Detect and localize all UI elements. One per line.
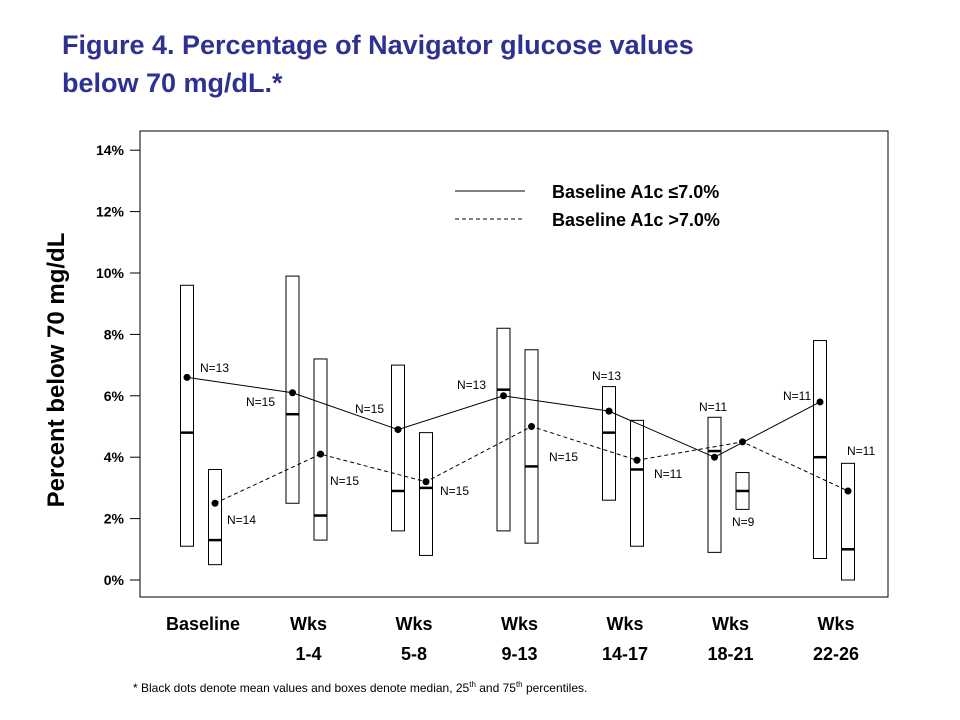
box-iqr (707, 416, 722, 553)
n-count-label: N=15 (355, 402, 384, 416)
box-iqr (419, 432, 433, 556)
footnote-text-3: percentiles. (522, 681, 588, 695)
x-tick-label: Baseline (166, 614, 240, 634)
n-count-label: N=11 (699, 400, 727, 414)
box-iqr (313, 358, 328, 541)
n-count-label: N=13 (200, 361, 229, 375)
n-count-label: N=11 (654, 467, 682, 481)
y-tick-label: 10% (96, 265, 125, 281)
footnote-text-1: * Black dots denote mean values and boxe… (133, 681, 470, 695)
box-iqr (602, 386, 616, 501)
x-tick-label: Wks (606, 614, 643, 634)
mean-dot (422, 478, 430, 486)
mean-dot (289, 389, 296, 397)
y-tick-label: 6% (104, 388, 125, 404)
x-tick-label: Wks (501, 614, 538, 634)
mean-dot (711, 453, 718, 461)
y-tick-label: 2% (104, 511, 125, 527)
n-count-label: N=13 (592, 369, 621, 383)
y-tick-label: 0% (104, 572, 125, 588)
box-iqr (391, 364, 405, 532)
chart-title-line-1: Figure 4. Percentage of Navigator glucos… (62, 30, 694, 60)
y-tick-label: 14% (96, 142, 125, 158)
x-tick-label: 14-17 (602, 644, 648, 664)
footnote-sup-2: th (515, 680, 523, 689)
x-tick-label: Wks (817, 614, 854, 634)
mean-dot (394, 426, 402, 434)
mean-dot (633, 456, 641, 464)
mean-dot (844, 487, 852, 495)
mean-dot (605, 407, 613, 415)
footnote-text-2: and 75 (475, 681, 516, 695)
x-tick-label: 18-21 (707, 644, 753, 664)
mean-dot (739, 438, 746, 446)
box-iqr (208, 468, 222, 566)
box-iqr (841, 462, 855, 581)
y-tick-label: 4% (104, 449, 125, 465)
y-axis-label: Percent below 70 mg/dL (43, 233, 70, 508)
chart-title: Figure 4. Percentage of Navigator glucos… (62, 26, 922, 102)
y-tick-label: 8% (104, 326, 125, 342)
box-iqr (524, 349, 539, 544)
mean-dot (183, 373, 191, 381)
n-count-label: N=15 (440, 484, 469, 498)
y-tick-label: 12% (96, 204, 125, 220)
x-tick-label: 9-13 (501, 644, 537, 664)
n-count-label: N=15 (330, 474, 359, 488)
box-iqr (630, 419, 644, 547)
n-count-label: N=14 (227, 513, 256, 527)
mean-dot (211, 499, 219, 507)
x-tick-label: 22-26 (813, 644, 859, 664)
box-plot-chart: 0% 2% 4% 6% 8% 10% 12% 14% Percent below 70 mg/d… (43, 130, 889, 664)
legend-label: Baseline A1c ≤7.0% (552, 182, 719, 202)
n-count-label: N=9 (732, 515, 755, 529)
plot-frame (139, 130, 889, 598)
mean-dot (528, 423, 535, 430)
chart-title-line-2: below 70 mg/dL.* (62, 68, 283, 98)
x-tick-label: Wks (395, 614, 432, 634)
footnote: * Black dots denote mean values and boxe… (133, 680, 587, 695)
footnote-sup-1: th (469, 680, 476, 689)
box-iqr (496, 327, 511, 532)
n-count-label: N=13 (457, 378, 486, 392)
n-count-label: N=15 (246, 395, 275, 409)
n-count-label: N=11 (783, 389, 811, 403)
n-count-label: N=15 (549, 450, 578, 464)
mean-dot (500, 392, 507, 400)
legend-label: Baseline A1c >7.0% (552, 210, 720, 230)
n-count-label: N=11 (847, 444, 875, 458)
box-iqr (180, 284, 194, 547)
x-tick-label: Wks (290, 614, 327, 634)
x-tick-label: Wks (712, 614, 749, 634)
x-tick-label: 1-4 (295, 644, 321, 664)
box-iqr (813, 340, 827, 560)
x-tick-label: 5-8 (401, 644, 427, 664)
mean-dot (816, 398, 824, 406)
mean-dot (317, 450, 324, 458)
